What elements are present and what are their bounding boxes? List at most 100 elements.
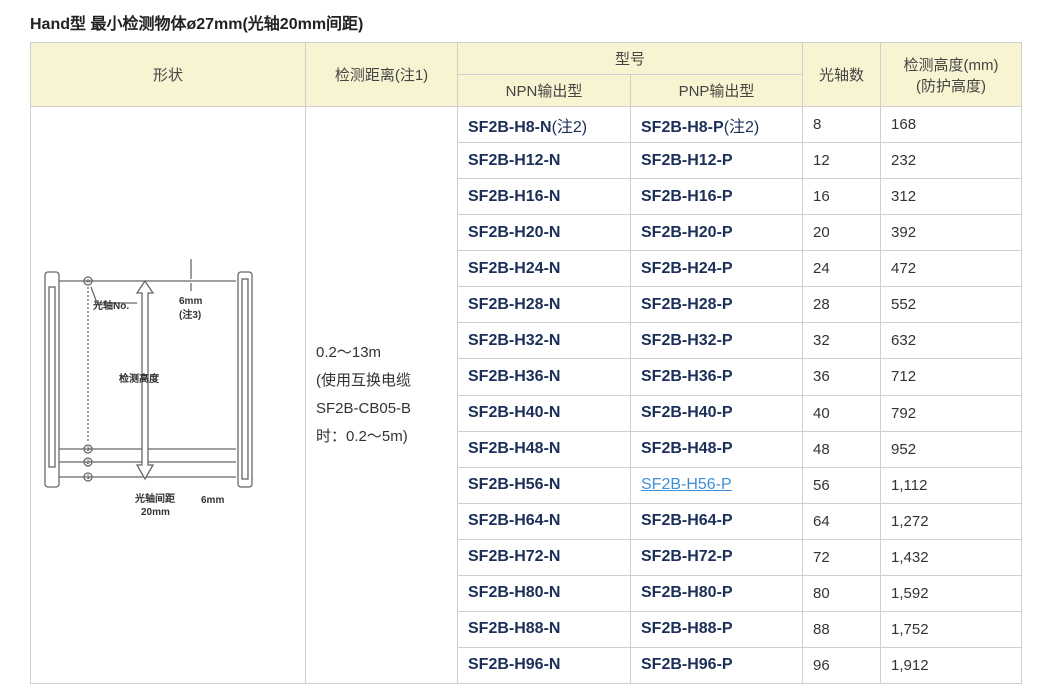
pnp-model: SF2B-H20-P [641, 223, 733, 241]
pnp-model-cell: SF2B-H12-P [629, 142, 804, 180]
axes-cell: 96 [802, 646, 882, 685]
detection-range-cell: 0.2～13m (使用互换电缆 SF2B-CB05-B 时：0.2～5m) [305, 106, 458, 684]
npn-model-cell: SF2B-H64-N [457, 502, 631, 540]
height-cell: 312 [880, 178, 1023, 216]
diagram-height-label: 检测高度 [119, 372, 160, 385]
diagram-axis-n: n [86, 279, 89, 285]
range-line: SF2B-CB05-B [316, 400, 412, 417]
pnp-model-cell: SF2B-H64-P [629, 502, 804, 540]
pnp-model-cell: SF2B-H48-P [629, 430, 804, 468]
range-line: (使用互换电缆 [316, 372, 411, 389]
axes-cell: 28 [802, 286, 882, 324]
npn-model-cell: SF2B-H40-N [457, 394, 631, 432]
diagram-pitch-value: 20mm [141, 507, 170, 518]
npn-model-cell: SF2B-H80-N [457, 574, 631, 612]
axes-cell: 20 [802, 214, 882, 252]
axes-cell: 12 [802, 142, 882, 180]
range-line: 0.2～13m [316, 344, 382, 361]
pnp-model-cell: SF2B-H72-P [629, 538, 804, 576]
table-row: SF2B-H48-N SF2B-H48-P 48 952 [31, 430, 1023, 468]
npn-model: SF2B-H88-N [468, 620, 561, 638]
table-row: SF2B-H12-N SF2B-H12-P 12 232 [31, 142, 1023, 180]
header-height-line1: 检测高度(mm) [903, 56, 999, 74]
height-cell: 712 [880, 358, 1023, 396]
pnp-model: SF2B-H40-P [641, 404, 733, 422]
pnp-model: SF2B-H96-P [641, 656, 733, 674]
header-range: 检测距离(注1) [305, 42, 458, 107]
npn-model: SF2B-H72-N [468, 548, 561, 566]
pnp-model-cell: SF2B-H8-P(注2) [629, 105, 804, 144]
npn-model: SF2B-H40-N [468, 404, 561, 422]
npn-model-cell: SF2B-H96-N [457, 646, 631, 685]
pnp-model-cell: SF2B-H16-P [629, 178, 804, 216]
height-cell: 472 [880, 250, 1023, 288]
npn-model: SF2B-H56-N [468, 476, 561, 494]
axes-cell: 16 [802, 178, 882, 216]
table-row: SF2B-H88-N SF2B-H88-P 88 1,752 [31, 610, 1023, 648]
pnp-model-cell: SF2B-H36-P [629, 358, 804, 396]
table-row: SF2B-H96-N SF2B-H96-P 96 1,912 [31, 646, 1023, 685]
pnp-model: SF2B-H80-P [641, 584, 733, 602]
pnp-model-cell: SF2B-H80-P [629, 574, 804, 612]
diagram-top-gap: 6mm [179, 296, 202, 307]
pnp-model: SF2B-H72-P [641, 548, 733, 566]
pnp-model-cell: SF2B-H56-P [629, 466, 804, 504]
pnp-model: SF2B-H8-P [641, 118, 724, 136]
pnp-model-cell: SF2B-H96-P [629, 646, 804, 685]
axes-cell: 80 [802, 574, 882, 612]
diagram-axis-no-label: 光轴No. [92, 299, 129, 312]
npn-model-cell: SF2B-H48-N [457, 430, 631, 468]
pnp-model: SF2B-H28-P [641, 295, 733, 313]
npn-model-cell: SF2B-H12-N [457, 142, 631, 180]
npn-model: SF2B-H12-N [468, 151, 561, 169]
npn-note: (注2) [551, 118, 588, 136]
diagram-axis-3: 3 [86, 447, 90, 453]
table-row: SF2B-H36-N SF2B-H36-P 36 712 [31, 358, 1023, 396]
npn-model: SF2B-H8-N [468, 118, 552, 136]
shape-diagram-cell: 光轴No. 6mm (注3) 检测高度 光轴间距 20mm 6mm n 3 2 … [30, 106, 306, 684]
pnp-model-cell: SF2B-H28-P [629, 286, 804, 324]
height-cell: 1,272 [880, 502, 1023, 540]
npn-model-cell: SF2B-H36-N [457, 358, 631, 396]
axes-cell: 40 [802, 394, 882, 432]
diagram-pitch-label: 光轴间距 [134, 492, 175, 505]
npn-model-cell: SF2B-H72-N [457, 538, 631, 576]
npn-model: SF2B-H96-N [468, 656, 561, 674]
npn-model-cell: SF2B-H28-N [457, 286, 631, 324]
spec-table: 形状 检测距离(注1) 型号 光轴数 检测高度(mm) (防护高度) NPN输出型… [30, 42, 1023, 685]
height-cell: 1,752 [880, 610, 1023, 648]
npn-model: SF2B-H24-N [468, 259, 561, 277]
pnp-model: SF2B-H24-P [641, 259, 733, 277]
header-pnp: PNP输出型 [629, 74, 804, 107]
npn-model: SF2B-H48-N [468, 440, 561, 458]
height-cell: 952 [880, 430, 1023, 468]
pnp-model-cell: SF2B-H32-P [629, 322, 804, 360]
npn-model: SF2B-H32-N [468, 331, 561, 349]
header-shape: 形状 [30, 42, 306, 107]
axes-cell: 32 [802, 322, 882, 360]
axes-cell: 64 [802, 502, 882, 540]
axes-cell: 56 [802, 466, 882, 504]
npn-model-cell: SF2B-H88-N [457, 610, 631, 648]
light-curtain-diagram: 光轴No. 6mm (注3) 检测高度 光轴间距 20mm 6mm n 3 2 … [44, 259, 253, 518]
pnp-model-link[interactable]: SF2B-H56-P [641, 476, 732, 494]
table-row: SF2B-H24-N SF2B-H24-P 24 472 [31, 250, 1023, 288]
axes-cell: 72 [802, 538, 882, 576]
npn-model-cell: SF2B-H16-N [457, 178, 631, 216]
npn-model: SF2B-H80-N [468, 584, 561, 602]
height-cell: 168 [880, 105, 1023, 144]
axes-cell: 24 [802, 250, 882, 288]
pnp-model: SF2B-H88-P [641, 620, 733, 638]
pnp-model-cell: SF2B-H20-P [629, 214, 804, 252]
table-row: SF2B-H16-N SF2B-H16-P 16 312 [31, 178, 1023, 216]
npn-model-cell: SF2B-H24-N [457, 250, 631, 288]
axes-cell: 8 [802, 105, 882, 144]
height-cell: 632 [880, 322, 1023, 360]
axes-cell: 36 [802, 358, 882, 396]
diagram-axis-2: 2 [86, 460, 90, 466]
axes-cell: 88 [802, 610, 882, 648]
height-cell: 792 [880, 394, 1023, 432]
pnp-model: SF2B-H48-P [641, 440, 733, 458]
table-row: SF2B-H40-N SF2B-H40-P 40 792 [31, 394, 1023, 432]
range-line: 时：0.2～5m) [316, 428, 408, 445]
